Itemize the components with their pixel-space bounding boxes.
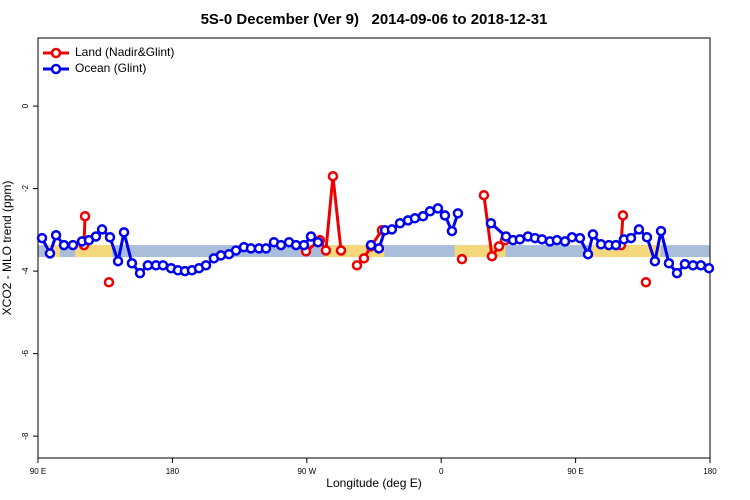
data-point xyxy=(551,234,563,246)
data-point xyxy=(58,239,70,251)
data-point xyxy=(50,229,62,241)
legend-marker xyxy=(50,63,62,75)
land-band xyxy=(75,245,113,258)
y-tick-label: -2 xyxy=(21,184,30,192)
data-point xyxy=(312,236,324,248)
data-point xyxy=(655,225,667,237)
data-point xyxy=(409,213,421,224)
data-point xyxy=(90,231,102,242)
data-point xyxy=(142,260,154,271)
data-point xyxy=(275,239,287,251)
data-point xyxy=(260,243,272,254)
data-point xyxy=(104,232,116,243)
x-tick-label: 180 xyxy=(166,467,180,476)
data-point xyxy=(446,225,458,237)
x-tick-label: 90 E xyxy=(567,467,583,476)
y-tick-label: -8 xyxy=(21,432,30,440)
land-band xyxy=(324,245,385,258)
land-band xyxy=(592,245,661,258)
data-point xyxy=(633,224,645,235)
data-point xyxy=(514,234,526,245)
data-point xyxy=(610,239,622,251)
x-tick-label: 0 xyxy=(439,467,444,476)
data-point xyxy=(394,217,406,229)
chart-title: 5S-0 December (Ver 9) 2014-09-06 to 2018… xyxy=(201,11,548,28)
data-point xyxy=(671,267,683,279)
data-point xyxy=(79,210,91,222)
data-point xyxy=(36,232,48,244)
data-point xyxy=(493,241,505,252)
data-point xyxy=(432,203,444,214)
x-axis-label: Longitude (deg E) xyxy=(326,476,421,490)
legend-marker xyxy=(50,47,62,59)
data-point xyxy=(417,210,429,222)
data-point xyxy=(574,232,586,244)
x-tick-label: 90 W xyxy=(297,467,316,476)
data-point xyxy=(617,210,629,221)
data-point xyxy=(695,260,707,271)
data-point xyxy=(452,208,464,219)
data-point xyxy=(96,224,108,235)
data-point xyxy=(44,248,56,259)
data-point xyxy=(358,253,370,264)
data-point xyxy=(126,258,138,269)
data-point xyxy=(456,253,468,265)
data-point xyxy=(200,260,212,271)
x-tick-label: 90 E xyxy=(30,467,46,476)
data-point xyxy=(215,250,227,261)
data-point xyxy=(103,276,115,288)
data-point xyxy=(703,262,715,274)
data-point xyxy=(649,255,661,267)
data-point xyxy=(641,232,653,243)
data-point xyxy=(157,260,169,271)
data-point xyxy=(298,239,310,251)
plot-frame xyxy=(37,37,711,459)
legend-label: Land (Nadir&Glint) xyxy=(75,45,174,59)
data-point xyxy=(327,170,339,182)
data-point xyxy=(373,243,385,254)
data-point xyxy=(320,245,332,256)
data-point xyxy=(625,232,637,244)
data-point xyxy=(118,227,130,238)
data-point xyxy=(386,224,398,235)
data-point xyxy=(335,245,347,256)
x-tick-label: 180 xyxy=(703,467,717,476)
land-band xyxy=(454,245,506,258)
data-point xyxy=(134,267,146,279)
y-tick-label: -4 xyxy=(21,267,30,275)
data-point xyxy=(351,260,363,271)
data-point xyxy=(305,231,317,242)
data-point xyxy=(582,248,594,260)
data-point xyxy=(486,251,498,262)
y-tick-label: 0 xyxy=(21,103,30,108)
data-point xyxy=(112,255,124,267)
data-point xyxy=(587,229,599,240)
data-point xyxy=(640,276,652,288)
data-point xyxy=(245,243,257,254)
data-point xyxy=(67,239,79,251)
data-point xyxy=(679,258,691,270)
legend-label: Ocean (Glint) xyxy=(75,61,146,75)
data-point xyxy=(485,217,497,229)
y-tick-label: -6 xyxy=(21,350,30,358)
data-point xyxy=(663,258,675,269)
data-point xyxy=(478,189,490,201)
y-axis-label: XCO2 - MLO trend (ppm) xyxy=(0,181,14,316)
data-point xyxy=(439,210,451,221)
